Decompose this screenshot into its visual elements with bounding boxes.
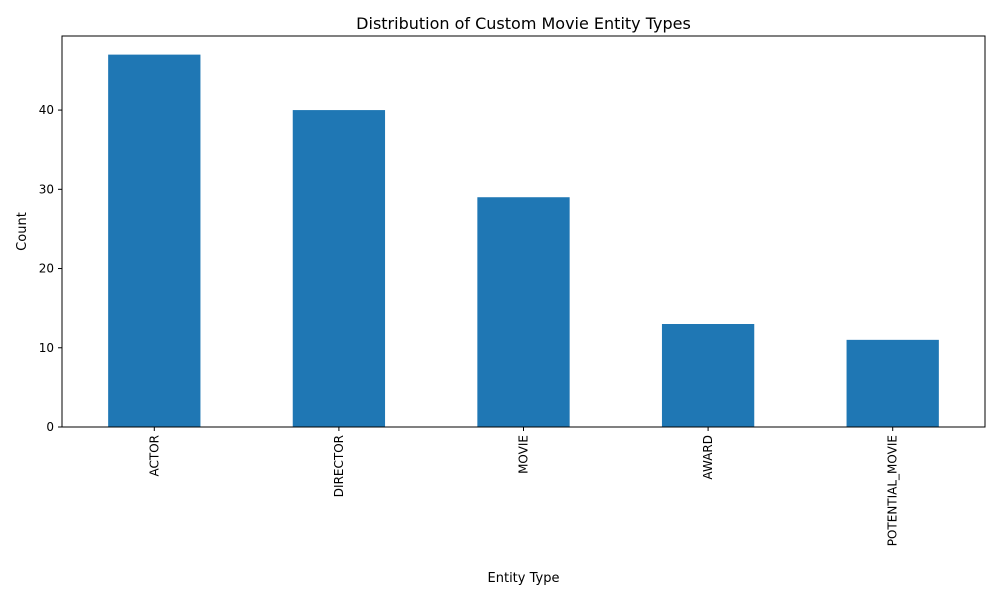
y-tick-label: 10 <box>39 341 54 355</box>
x-tick-label: MOVIE <box>517 435 531 474</box>
y-axis-label: Count <box>15 212 30 251</box>
y-tick-label: 30 <box>39 182 54 196</box>
chart-title: Distribution of Custom Movie Entity Type… <box>356 14 691 33</box>
x-tick-label: POTENTIAL_MOVIE <box>886 435 900 546</box>
bars-group <box>108 54 939 428</box>
x-axis-ticks: ACTOR DIRECTOR MOVIE AWARD POTENTIAL_MOVIE <box>147 427 900 546</box>
bar-potential-movie <box>846 339 939 427</box>
y-axis-ticks: 0 10 20 30 40 <box>39 103 62 434</box>
y-tick-label: 20 <box>39 262 54 276</box>
bar-director <box>292 110 386 427</box>
x-axis-label: Entity Type <box>488 571 560 586</box>
y-tick-label: 40 <box>39 103 54 117</box>
bar-award <box>661 324 755 427</box>
bar-movie <box>477 197 570 427</box>
x-tick-label: ACTOR <box>147 435 161 477</box>
y-tick-label: 0 <box>46 420 54 434</box>
x-tick-label: AWARD <box>701 435 715 480</box>
bar-actor <box>108 54 201 428</box>
x-tick-label: DIRECTOR <box>332 435 346 497</box>
